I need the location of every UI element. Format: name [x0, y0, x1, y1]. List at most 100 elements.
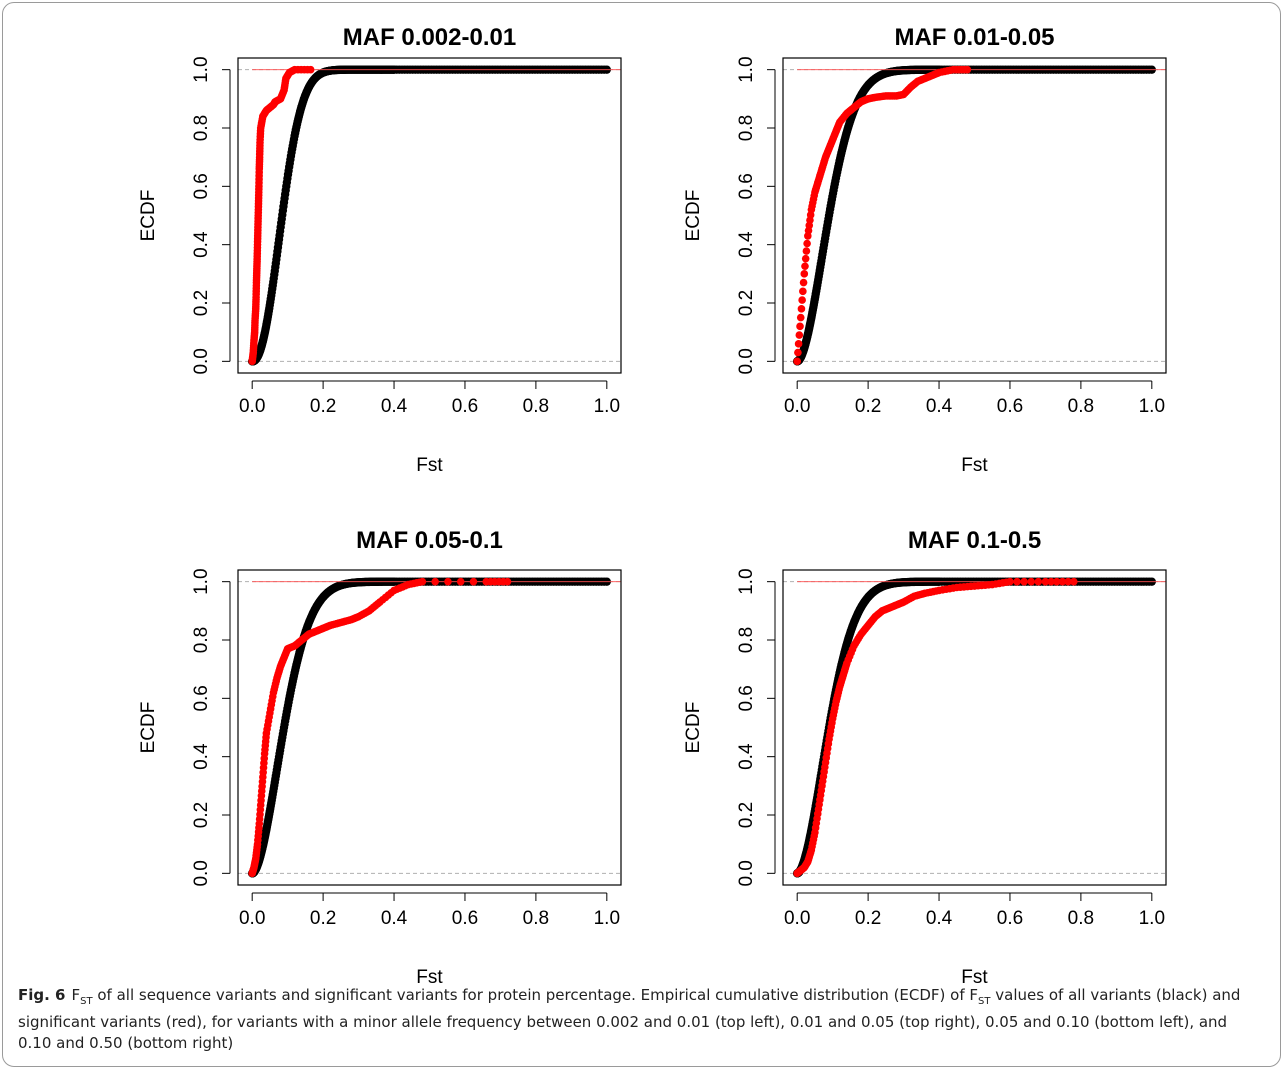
significant-variant-point — [444, 577, 452, 586]
y-tick-label: 0.6 — [191, 173, 212, 199]
y-tick-label: 0.6 — [736, 173, 757, 199]
x-tick-label: 0.8 — [1068, 908, 1094, 929]
y-tick-label: 0.2 — [191, 290, 212, 316]
y-axis-label: ECDF — [138, 702, 159, 754]
x-axis-label: Fst — [416, 455, 443, 476]
x-tick-label: 0.6 — [997, 908, 1023, 929]
significant-variant-point — [1069, 577, 1078, 586]
significant-variant-point — [1006, 577, 1014, 586]
significant-variant-point — [1047, 577, 1055, 586]
y-tick-label: 0.4 — [191, 231, 212, 258]
y-tick-label: 0.8 — [736, 115, 757, 141]
y-tick-label: 0.4 — [191, 743, 212, 770]
y-tick-label: 1.0 — [191, 568, 212, 594]
significant-variant-point — [1058, 577, 1067, 586]
y-tick-label: 0.6 — [191, 685, 212, 711]
fst-subscript: ST — [80, 996, 93, 1007]
caption-text-2: values of all variants (black) and signi… — [18, 986, 1241, 1052]
y-tick-label: 0.0 — [191, 348, 212, 374]
plot-box — [237, 57, 622, 374]
significant-variant-point — [800, 270, 809, 278]
series-all-variants — [247, 65, 612, 366]
x-tick-label: 0.4 — [926, 396, 953, 417]
panel-title: MAF 0.002-0.01 — [343, 24, 516, 51]
x-tick-label: 0.0 — [239, 908, 265, 929]
significant-variant-point — [799, 287, 807, 296]
x-tick-label: 0.6 — [452, 396, 478, 417]
x-tick-label: 0.8 — [1068, 396, 1094, 417]
y-tick-label: 0.8 — [191, 115, 212, 141]
significant-variant-point — [801, 262, 809, 271]
y-axis-label: ECDF — [683, 190, 704, 242]
y-tick-label: 0.2 — [736, 290, 757, 316]
x-tick-label: 0.8 — [523, 396, 549, 417]
series-significant-variants — [793, 577, 1166, 878]
significant-variant-point — [1052, 577, 1061, 586]
y-tick-label: 0.2 — [736, 802, 757, 828]
y-tick-label: 0.0 — [736, 860, 757, 886]
x-axis-label: Fst — [416, 967, 443, 985]
ecdf-figure: MAF 0.002-0.01 0.0 0.2 0.4 0.6 0.8 1.0 Fst 0.0 0.… — [138, 24, 1167, 985]
panel-title: MAF 0.05-0.1 — [356, 527, 503, 554]
panel-top-left: MAF 0.002-0.01 0.0 0.2 0.4 0.6 0.8 1.0 Fst 0.0 0.… — [138, 24, 622, 476]
panel-title: MAF 0.01-0.05 — [894, 24, 1054, 51]
x-tick-label: 0.6 — [997, 396, 1023, 417]
x-tick-label: 1.0 — [1139, 396, 1165, 417]
x-tick-label: 0.0 — [784, 908, 810, 929]
significant-variant-point — [1013, 577, 1021, 586]
x-tick-label: 1.0 — [1139, 908, 1165, 929]
significant-variant-point — [431, 577, 439, 586]
series-significant-variants — [248, 577, 621, 878]
plot-box — [782, 569, 1167, 886]
y-tick-label: 0.8 — [191, 627, 212, 653]
y-tick-label: 1.0 — [191, 56, 212, 82]
significant-variant-point — [797, 305, 806, 313]
x-tick-label: 0.2 — [310, 396, 336, 417]
x-axis-label: Fst — [961, 455, 988, 476]
x-tick-label: 0.4 — [381, 396, 408, 417]
x-tick-label: 0.4 — [381, 908, 408, 929]
figure-caption: Fig. 6 FST of all sequence variants and s… — [18, 985, 1258, 1054]
significant-variant-point — [503, 577, 512, 586]
significant-variant-point — [1034, 577, 1043, 586]
y-tick-label: 1.0 — [736, 56, 757, 82]
significant-variant-point — [795, 331, 804, 339]
plot-box — [782, 57, 1167, 374]
series-all-variants — [792, 577, 1157, 878]
significant-variant-point — [1064, 577, 1072, 586]
significant-variant-point — [802, 247, 811, 255]
y-axis-label: ECDF — [683, 702, 704, 754]
significant-variant-point — [799, 278, 808, 287]
significant-variant-point — [306, 65, 315, 74]
series-significant-variants — [248, 65, 621, 366]
significant-variant-point — [469, 577, 478, 586]
fst-symbol-2: F — [969, 986, 979, 1004]
x-tick-label: 0.4 — [926, 908, 953, 929]
y-tick-label: 0.0 — [736, 348, 757, 374]
panel-title: MAF 0.1-0.5 — [908, 527, 1041, 554]
panel-top-right: MAF 0.01-0.05 0.0 0.2 0.4 0.6 0.8 1.0 Fst 0.0 0.2… — [683, 24, 1167, 476]
significant-variant-point — [1020, 577, 1028, 586]
caption-text-1: of all sequence variants and significant… — [92, 986, 970, 1004]
x-tick-label: 0.2 — [855, 908, 881, 929]
significant-variant-point — [798, 296, 806, 304]
x-tick-label: 0.8 — [523, 908, 549, 929]
significant-variant-point — [794, 340, 803, 348]
significant-variant-point — [796, 313, 805, 322]
significant-variant-point — [794, 348, 802, 357]
x-axis-label: Fst — [961, 967, 988, 985]
significant-variant-point — [803, 239, 811, 248]
y-tick-label: 0.6 — [736, 685, 757, 711]
significant-variant-point — [1041, 577, 1050, 586]
significant-variant-point — [1027, 577, 1036, 586]
significant-variant-point — [963, 65, 972, 74]
x-tick-label: 1.0 — [594, 396, 620, 417]
series-all-variants — [247, 577, 612, 878]
y-tick-label: 0.0 — [191, 860, 212, 886]
y-tick-label: 0.2 — [191, 802, 212, 828]
x-tick-label: 0.2 — [855, 396, 881, 417]
x-tick-label: 0.0 — [784, 396, 810, 417]
x-tick-label: 0.6 — [452, 908, 478, 929]
significant-variant-point — [793, 357, 801, 366]
x-tick-label: 0.2 — [310, 908, 336, 929]
